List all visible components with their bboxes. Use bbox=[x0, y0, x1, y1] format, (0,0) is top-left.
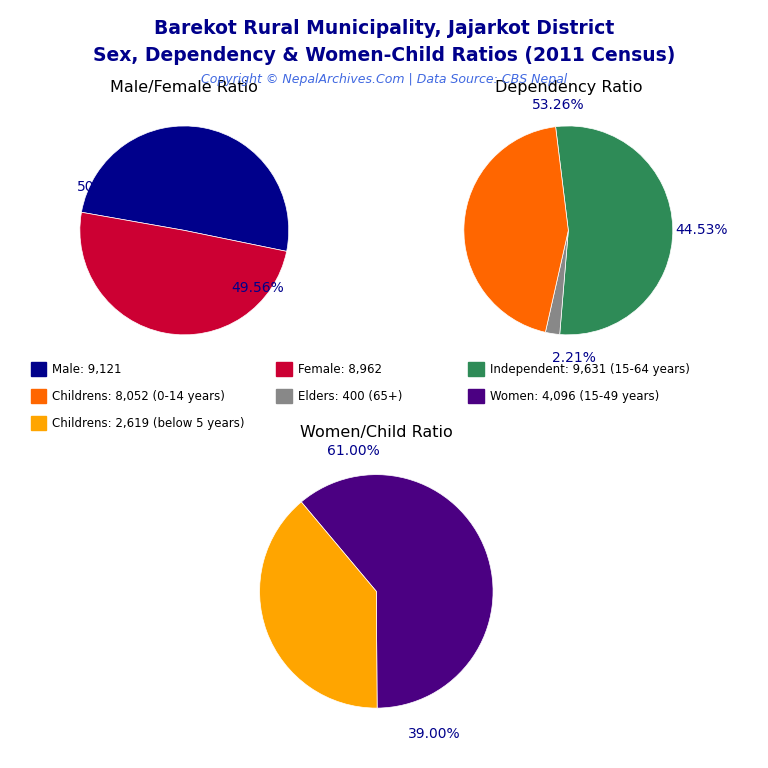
Text: Women: 4,096 (15-49 years): Women: 4,096 (15-49 years) bbox=[490, 390, 659, 402]
Text: 39.00%: 39.00% bbox=[409, 727, 461, 741]
Text: 49.56%: 49.56% bbox=[231, 281, 284, 295]
Text: Childrens: 8,052 (0-14 years): Childrens: 8,052 (0-14 years) bbox=[52, 390, 225, 402]
Text: Male: 9,121: Male: 9,121 bbox=[52, 363, 121, 376]
Text: 50.44%: 50.44% bbox=[77, 180, 129, 194]
Text: Childrens: 2,619 (below 5 years): Childrens: 2,619 (below 5 years) bbox=[52, 417, 245, 429]
Text: 44.53%: 44.53% bbox=[676, 223, 728, 237]
Wedge shape bbox=[301, 475, 493, 708]
Text: Elders: 400 (65+): Elders: 400 (65+) bbox=[298, 390, 402, 402]
Title: Dependency Ratio: Dependency Ratio bbox=[495, 80, 642, 94]
Wedge shape bbox=[260, 502, 377, 708]
Text: Independent: 9,631 (15-64 years): Independent: 9,631 (15-64 years) bbox=[490, 363, 690, 376]
Title: Male/Female Ratio: Male/Female Ratio bbox=[111, 80, 258, 94]
Wedge shape bbox=[555, 126, 673, 335]
Text: Sex, Dependency & Women-Child Ratios (2011 Census): Sex, Dependency & Women-Child Ratios (20… bbox=[93, 46, 675, 65]
Text: 53.26%: 53.26% bbox=[531, 98, 584, 112]
Text: 2.21%: 2.21% bbox=[551, 351, 595, 365]
Wedge shape bbox=[545, 230, 568, 335]
Wedge shape bbox=[81, 126, 289, 251]
Text: Female: 8,962: Female: 8,962 bbox=[298, 363, 382, 376]
Wedge shape bbox=[464, 127, 568, 333]
Text: 61.00%: 61.00% bbox=[326, 444, 379, 458]
Text: Copyright © NepalArchives.Com | Data Source: CBS Nepal: Copyright © NepalArchives.Com | Data Sou… bbox=[201, 73, 567, 86]
Wedge shape bbox=[80, 212, 286, 335]
Text: Barekot Rural Municipality, Jajarkot District: Barekot Rural Municipality, Jajarkot Dis… bbox=[154, 19, 614, 38]
Title: Women/Child Ratio: Women/Child Ratio bbox=[300, 425, 452, 440]
